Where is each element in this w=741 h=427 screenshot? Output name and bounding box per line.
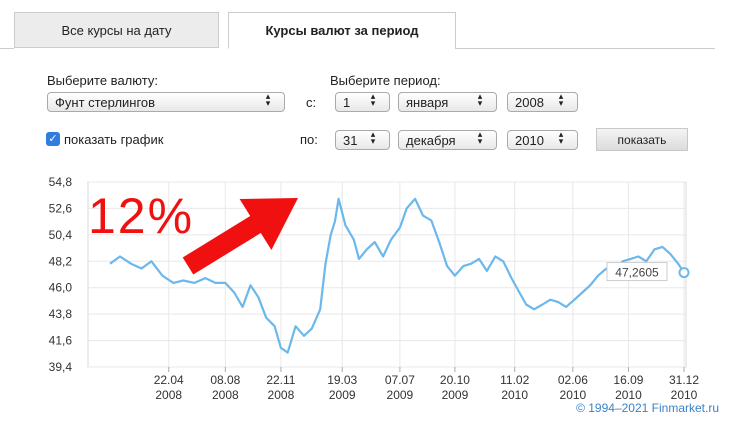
select[interactable]: 31 [335, 130, 390, 150]
x-tick-label: 11.02 [500, 373, 529, 387]
x-tick-label: 2008 [268, 388, 295, 402]
x-tick-label: 2010 [560, 388, 587, 402]
y-tick-label: 48,2 [49, 254, 73, 268]
end-label: 47,2605 [615, 266, 659, 280]
x-tick-label: 2010 [501, 388, 528, 402]
end-marker [678, 267, 690, 279]
x-tick-label: 22.04 [154, 373, 184, 387]
label[interactable]: показать график [64, 132, 164, 147]
select[interactable]: Фунт стерлингов [47, 92, 285, 112]
x-tick-label: 07.07 [385, 373, 415, 387]
x-tick-label: 2008 [155, 388, 182, 402]
select[interactable]: декабря [398, 130, 497, 150]
x-tick-label: 20.10 [440, 373, 470, 387]
x-tick-label: 2010 [615, 388, 642, 402]
label: Выберите валюту: [47, 73, 158, 88]
x-tick-label: 08.08 [210, 373, 240, 387]
x-tick-label: 2009 [442, 388, 469, 402]
tab[interactable]: Все курсы на дату [14, 12, 219, 48]
x-tick-label: 22.11 [266, 373, 295, 387]
x-tick-label: 2009 [387, 388, 414, 402]
x-tick-label: 31.12 [669, 373, 699, 387]
button[interactable]: показать [596, 128, 688, 151]
y-tick-label: 39,4 [49, 360, 73, 374]
copyright: © 1994–2021 Finmarket.ru [576, 401, 719, 415]
annotation: 12% [88, 188, 194, 244]
arrow [182, 198, 298, 275]
tab-line [455, 48, 715, 49]
checkbox[interactable]: ✓ [46, 132, 60, 146]
y-tick-label: 41,6 [49, 334, 73, 348]
x-tick-label: 16.09 [613, 373, 643, 387]
x-tick-label: 2009 [329, 388, 356, 402]
x-tick-label: 2010 [671, 388, 698, 402]
y-tick-label: 50,4 [49, 228, 73, 242]
y-tick-label: 46,0 [49, 281, 73, 295]
tab-active[interactable]: Курсы валют за период [228, 12, 456, 49]
label: по: [300, 132, 318, 147]
end-label-box [606, 262, 668, 282]
x-tick-label: 2008 [212, 388, 239, 402]
select[interactable]: 2010 [507, 130, 578, 150]
select[interactable]: 1 [335, 92, 390, 112]
y-tick-label: 54,8 [49, 175, 73, 189]
x-tick-label: 19.03 [327, 373, 357, 387]
y-tick-label: 43,8 [49, 307, 73, 321]
y-tick-label: 52,6 [49, 201, 73, 215]
line [109, 197, 685, 354]
select[interactable]: 2008 [507, 92, 578, 112]
label: Выберите период: [330, 73, 441, 88]
tab-line [0, 48, 14, 49]
select[interactable]: января [398, 92, 497, 112]
x-tick-label: 02.06 [558, 373, 588, 387]
label: с: [306, 95, 317, 110]
